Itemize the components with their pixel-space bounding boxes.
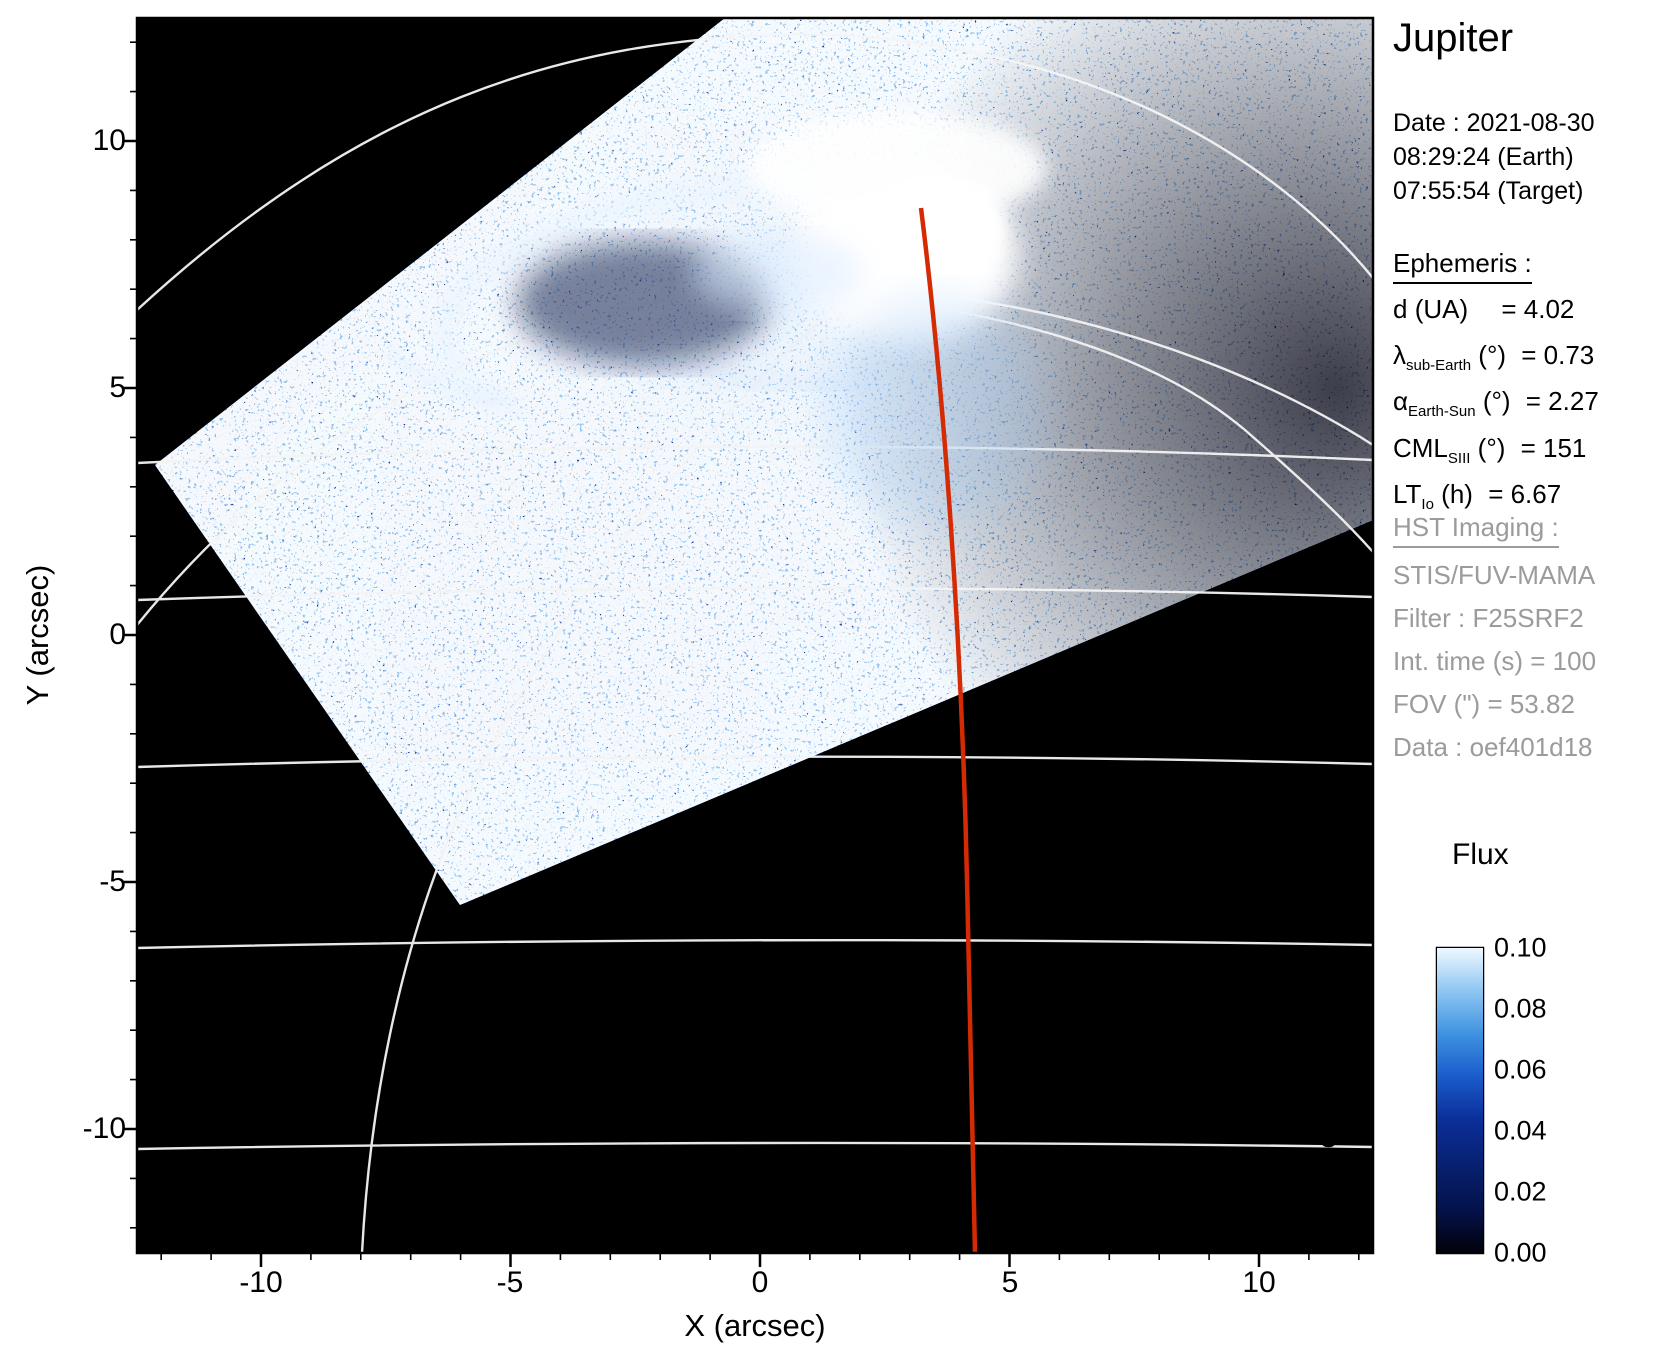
x-axis-title: X (arcsec) xyxy=(684,1308,826,1343)
hst-fov: FOV (") = 53.82 xyxy=(1393,689,1575,719)
quantity-subscript: Io xyxy=(1421,495,1434,513)
x-tick-label: 5 xyxy=(1001,1266,1019,1299)
quantity-subscript: Earth-Sun xyxy=(1408,403,1476,421)
ephemeris-row-lambda: λsub-Earth (°) = 0.73 xyxy=(1393,340,1599,374)
quantity-value: = 6.67 xyxy=(1488,478,1562,509)
y-axis-minor-ticks xyxy=(130,41,137,1229)
quantity-unit: (°) xyxy=(1478,340,1506,371)
hst-data-id: Data : oef401d18 xyxy=(1393,732,1593,762)
colorbar-tick-label: 0.02 xyxy=(1494,1176,1547,1207)
aurora-core xyxy=(860,176,1004,280)
ephemeris-row-lt-io: LTIo (h) = 6.67 xyxy=(1393,479,1599,513)
y-tick-label: -10 xyxy=(82,1112,126,1145)
sky-image xyxy=(136,18,1374,1254)
ephemeris-section: Ephemeris : d (UA) = 4.02 λsub-Earth (°)… xyxy=(1393,248,1599,513)
ephemeris-row-distance: d (UA) = 4.02 xyxy=(1393,294,1599,328)
quantity-symbol: LT xyxy=(1393,478,1422,509)
hst-instrument: STIS/FUV-MAMA xyxy=(1393,560,1596,590)
aurora-patch xyxy=(692,233,862,313)
colorbar-unit-label: (counts.s⁻¹) xyxy=(1311,1029,1342,1171)
x-tick-label: -5 xyxy=(496,1266,524,1299)
colorbar-tick-label: 0.06 xyxy=(1494,1054,1547,1085)
quantity-unit: (°) xyxy=(1482,386,1511,417)
quantity-subscript: sub-Earth xyxy=(1406,357,1472,375)
hst-filter: Filter : F25SRF2 xyxy=(1393,603,1584,633)
x-tick-label: -10 xyxy=(239,1266,283,1299)
hst-imaging-section: HST Imaging : STIS/FUV-MAMA Filter : F25… xyxy=(1393,512,1596,763)
quantity-unit: (UA) xyxy=(1414,294,1469,324)
colorbar-title: Flux xyxy=(1452,838,1509,871)
y-axis-title: Y (arcsec) xyxy=(20,564,55,706)
ephemeris-row-alpha: αEarth-Sun (°) = 2.27 xyxy=(1393,386,1599,420)
y-tick-label: 5 xyxy=(109,371,126,404)
quantity-symbol: d xyxy=(1393,294,1408,324)
quantity-symbol: λ xyxy=(1393,340,1406,371)
hst-imaging-heading: HST Imaging : xyxy=(1393,512,1559,548)
quantity-value: = 151 xyxy=(1520,432,1587,463)
plot-area xyxy=(136,18,1374,1254)
colorbar-tick-label: 0.00 xyxy=(1494,1237,1547,1268)
quantity-value: = 2.27 xyxy=(1525,386,1599,417)
colorbar-gradient xyxy=(1437,948,1483,1253)
colorbar-tick-label: 0.08 xyxy=(1494,993,1547,1024)
quantity-unit: (°) xyxy=(1477,432,1506,463)
quantity-subscript: SIII xyxy=(1447,449,1471,467)
date-line: Date : 2021-08-30 xyxy=(1393,109,1595,137)
x-tick-label: 10 xyxy=(1242,1266,1276,1299)
y-tick-label: 0 xyxy=(109,618,126,651)
x-axis-minor-ticks xyxy=(160,1253,1360,1260)
quantity-value: = 0.73 xyxy=(1521,340,1595,371)
quantity-symbol: CML xyxy=(1393,432,1448,463)
y-tick-label: -5 xyxy=(99,865,126,898)
quantity-symbol: α xyxy=(1393,386,1409,417)
y-tick-label: 10 xyxy=(92,124,126,157)
hst-integration-time: Int. time (s) = 100 xyxy=(1393,646,1597,676)
ephemeris-row-cml: CMLSIII (°) = 151 xyxy=(1393,433,1599,467)
earth-time-line: 08:29:24 (Earth) xyxy=(1393,143,1574,171)
x-axis-major-ticks xyxy=(259,1253,1261,1267)
target-time-line: 07:55:54 (Target) xyxy=(1393,177,1584,205)
page-title: Jupiter xyxy=(1393,16,1514,60)
observation-date-block: Date : 2021-08-30 08:29:24 (Earth) 07:55… xyxy=(1393,106,1595,208)
colorbar-tick-label: 0.10 xyxy=(1494,932,1547,963)
ephemeris-heading: Ephemeris : xyxy=(1393,248,1532,284)
x-tick-label: 0 xyxy=(751,1266,769,1299)
quantity-unit: (h) xyxy=(1441,478,1473,509)
quantity-value: = 4.02 xyxy=(1501,294,1575,324)
colorbar-tick-label: 0.04 xyxy=(1494,1115,1547,1146)
